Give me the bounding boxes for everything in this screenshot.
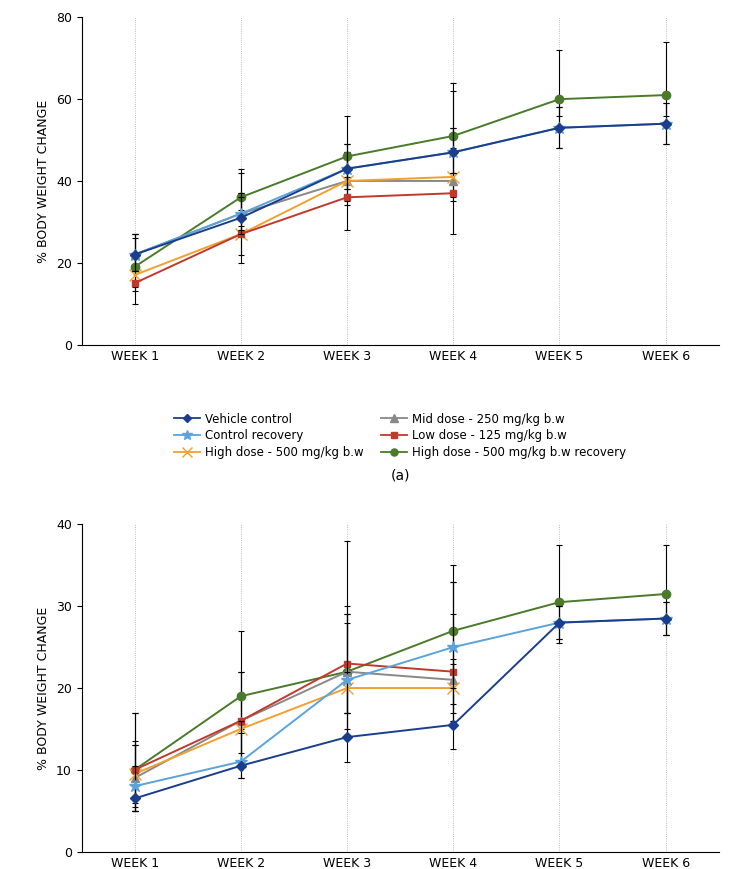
Legend: Vehicle control, Control recovery, High dose - 500 mg/kg b.w, Mid dose - 250 mg/: Vehicle control, Control recovery, High … (174, 413, 626, 459)
Y-axis label: % BODY WEIGHT CHANGE: % BODY WEIGHT CHANGE (37, 99, 50, 262)
Y-axis label: % BODY WEIGHT CHANGE: % BODY WEIGHT CHANGE (37, 607, 50, 770)
Text: (a): (a) (391, 469, 410, 483)
